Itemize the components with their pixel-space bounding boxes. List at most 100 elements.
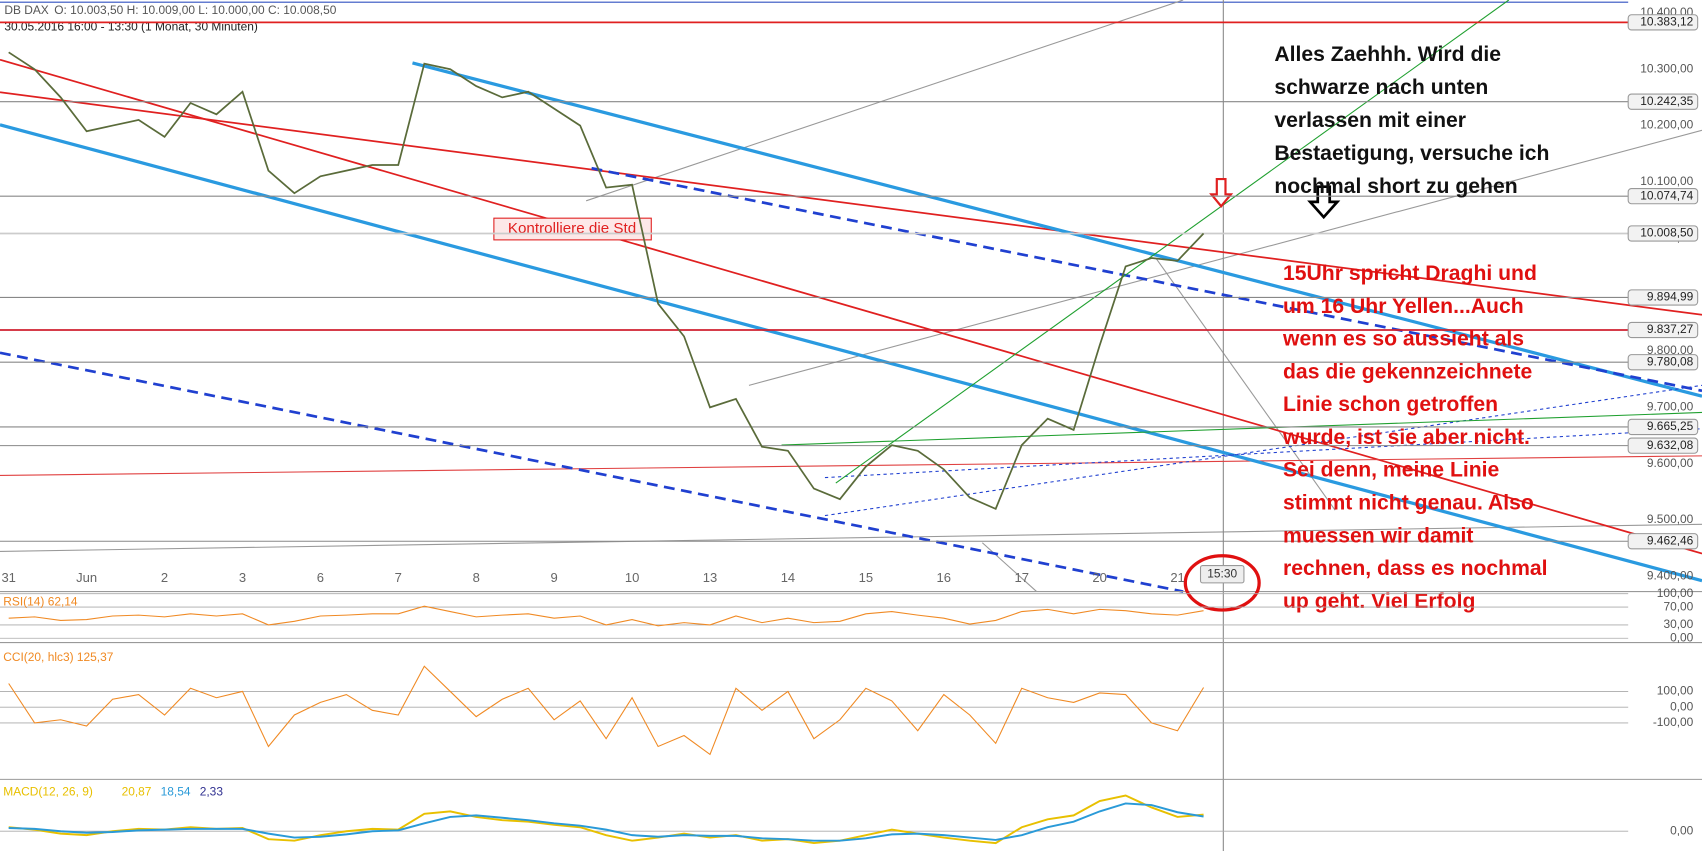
level-box: [1627, 14, 1699, 31]
level-label: 9.632,08: [1647, 438, 1694, 452]
level-label: 9.665,25: [1647, 419, 1694, 433]
dotted-line: [824, 384, 1702, 517]
dashed-line: [0, 351, 1184, 593]
level-box: [1627, 289, 1699, 306]
annotation-black: nochmal short zu gehen: [1274, 175, 1517, 198]
readout: 2,33: [200, 785, 224, 799]
annotation-black: schwarze nach unten: [1274, 76, 1488, 99]
y-tick-label: 9.800,00: [1647, 343, 1694, 357]
series-line: [8, 605, 1204, 627]
x-tick-label: 10: [625, 570, 639, 585]
annotation-red: Linie schon getroffen: [1283, 393, 1498, 416]
level-label: 9.837,27: [1647, 322, 1694, 336]
x-tick-label: 31: [1, 570, 15, 585]
panel-title: MACD(12, 26, 9): [3, 785, 93, 799]
legend-entry: 18,54: [161, 785, 191, 799]
level-box: [1627, 437, 1699, 454]
y-tick-label: 9.700,00: [1647, 400, 1694, 414]
x-tick-label: 14: [781, 570, 795, 585]
legend-entry: 20,87: [122, 785, 152, 799]
level-label: 9.780,08: [1647, 354, 1694, 368]
trend-line: [0, 58, 1702, 555]
annotation-black: Alles Zaehhh. Wird die: [1274, 43, 1501, 66]
y-tick-label: 9.500,00: [1647, 512, 1694, 526]
series-line: [8, 665, 1205, 756]
level-label: 10.008,50: [1640, 226, 1693, 240]
x-tick-label: 9: [551, 570, 558, 585]
y-tick-label: 70,00: [1663, 599, 1693, 613]
ohlc-readout: O: 10.003,50 H: 10.009,00 L: 10.000,00 C…: [54, 3, 336, 17]
x-tick-label: 15: [859, 570, 873, 585]
highlight-circle: [1183, 554, 1261, 612]
annotation-red: up geht. Viel Erfolg: [1283, 590, 1475, 613]
x-tick-label: 2: [161, 570, 168, 585]
annotation-black: Bestaetigung, versuche ich: [1274, 142, 1549, 165]
y-tick-label: 10.300,00: [1640, 61, 1693, 75]
level-box: [1627, 321, 1699, 339]
trend-line: [748, 129, 1702, 386]
y-tick-label: 10.200,00: [1640, 118, 1693, 132]
x-tick-label: 17: [1014, 570, 1028, 585]
level-box: [1627, 93, 1699, 110]
period: 30.05.2016 16:00 - 13:30 (1 Monat, 30 Mi…: [4, 19, 258, 33]
level-label: 9.894,99: [1647, 290, 1694, 304]
annotation-red: Sei denn, meine Linie: [1283, 459, 1500, 482]
y-tick-label: -100,00: [1653, 715, 1694, 729]
trend-line: [0, 455, 1702, 476]
level-label: 10.242,35: [1640, 94, 1693, 108]
time-label: 15:30: [1207, 566, 1237, 580]
y-tick-label: 30,00: [1663, 617, 1693, 631]
trend-line: [585, 0, 1184, 202]
y-tick-label: 100,00: [1657, 684, 1694, 698]
level-box: [1627, 533, 1699, 550]
note-box: [493, 217, 652, 241]
channel-line: [412, 61, 1702, 398]
x-tick-label: 16: [937, 570, 951, 585]
x-tick-label: 7: [395, 570, 402, 585]
trend-line: [1155, 258, 1336, 511]
level-label: 9.462,46: [1647, 533, 1694, 547]
instrument: DB DAX: [4, 3, 48, 17]
trend-line: [0, 91, 1702, 316]
trend-line: [981, 542, 1037, 592]
x-tick-label: 3: [239, 570, 246, 585]
x-tick-label: 8: [473, 570, 480, 585]
red-arrow: [1209, 178, 1234, 208]
annotation-red: um 16 Uhr Yellen...Auch: [1283, 295, 1524, 318]
y-tick-label: 9.600,00: [1647, 456, 1694, 470]
trend-line: [0, 523, 1702, 552]
series-line: [8, 802, 1204, 842]
y-tick-label: 0,00: [1670, 823, 1694, 837]
annotation-red: 15Uhr spricht Draghi und: [1283, 262, 1537, 285]
level-box: [1627, 354, 1699, 371]
annotation-red: wenn es so aussieht als: [1282, 328, 1524, 351]
y-tick-label: 9.400,00: [1647, 569, 1694, 583]
x-tick-label: 21: [1170, 570, 1184, 585]
trend-line: [781, 411, 1702, 446]
panel-title: RSI(14) 62,14: [3, 595, 78, 609]
time-box: [1199, 564, 1245, 584]
annotation-red: rechnen, dass es nochmal: [1283, 557, 1548, 580]
panel-title: CCI(20, hlc3) 125,37: [3, 650, 114, 664]
level-box: [1627, 188, 1699, 205]
x-tick-label: 6: [317, 570, 324, 585]
black-arrow: [1307, 185, 1341, 220]
y-tick-label: 0,00: [1670, 699, 1694, 713]
series-line: [8, 51, 1205, 511]
channel-line: [0, 123, 1702, 583]
annotation-red: das die gekennzeichnete: [1283, 360, 1532, 383]
annotation-red: muessen wir damit: [1283, 524, 1473, 547]
y-tick-label: 100,00: [1657, 586, 1694, 600]
trend-line: [835, 0, 1510, 484]
x-tick-label: 20: [1092, 570, 1106, 585]
level-label: 10.383,12: [1640, 15, 1693, 29]
dashed-line: [591, 166, 1702, 393]
y-tick-label: 0,00: [1670, 630, 1694, 644]
note-text: Kontrolliere die Std: [508, 220, 636, 237]
x-tick-label: 13: [703, 570, 717, 585]
annotation-red: wurde, ist sie aber nicht.: [1282, 426, 1530, 449]
annotation-black: verlassen mit einer: [1274, 109, 1466, 132]
x-tick-label: Jun: [76, 570, 97, 585]
